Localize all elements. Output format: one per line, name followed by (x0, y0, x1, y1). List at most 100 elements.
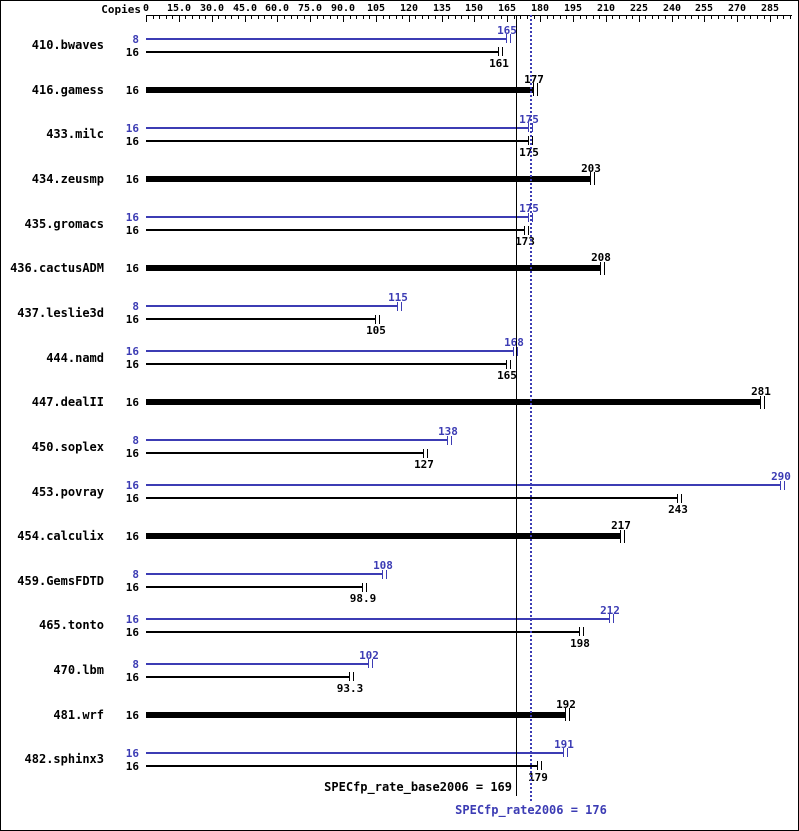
value-label: 198 (570, 637, 590, 650)
x-axis-minor-tick (383, 15, 384, 19)
x-axis-minor-tick (291, 15, 292, 19)
copies-label: 16 (125, 358, 139, 371)
x-axis-minor-tick (619, 15, 620, 19)
x-axis-minor-tick (514, 15, 515, 19)
result-bar (146, 586, 363, 588)
x-axis-line (146, 15, 792, 16)
benchmark-label: 450.soplex (31, 440, 104, 454)
x-axis-tick-label: 225 (629, 3, 649, 14)
bar-end-tick (563, 748, 564, 757)
x-axis-tick-label: 135 (432, 3, 452, 14)
bar-end-tick (362, 583, 363, 592)
x-axis-tick-label: 270 (727, 3, 747, 14)
x-axis-minor-tick (764, 15, 765, 19)
bar-end-tick (784, 481, 785, 490)
x-axis-minor-tick (435, 15, 436, 19)
result-bar (146, 533, 621, 539)
result-bar (146, 350, 514, 352)
bar-end-tick (510, 360, 511, 369)
copies-label: 8 (132, 658, 139, 671)
copies-label: 8 (132, 300, 139, 313)
benchmark-label: 435.gromacs (24, 217, 104, 231)
x-axis-major-tick (376, 15, 377, 22)
x-axis-tick-label: 0 (142, 3, 150, 14)
x-axis-minor-tick (159, 15, 160, 19)
x-axis-minor-tick (185, 15, 186, 19)
x-axis-minor-tick (455, 15, 456, 19)
bar-end-tick (372, 659, 373, 668)
bar-end-tick (533, 83, 534, 96)
x-axis-minor-tick (350, 15, 351, 19)
bar-end-tick (569, 708, 570, 721)
copies-label: 16 (125, 613, 139, 626)
copies-label: 16 (125, 84, 139, 97)
x-axis-tick-label: 90.0 (330, 3, 356, 14)
x-axis-minor-tick (790, 15, 791, 19)
bar-end-tick (590, 172, 591, 185)
x-axis-major-tick (409, 15, 410, 22)
bar-end-tick (583, 627, 584, 636)
x-axis-minor-tick (665, 15, 666, 19)
x-axis-minor-tick (744, 15, 745, 19)
x-axis-major-tick (245, 15, 246, 22)
x-axis-minor-tick (560, 15, 561, 19)
bar-end-tick (537, 83, 538, 96)
copies-label: 16 (125, 345, 139, 358)
bar-end-tick (541, 761, 542, 770)
benchmark-label: 437.leslie3d (17, 306, 104, 320)
x-axis-minor-tick (501, 15, 502, 19)
value-label: 217 (611, 519, 631, 532)
x-axis-major-tick (442, 15, 443, 22)
x-axis-minor-tick (626, 15, 627, 19)
bar-end-tick (624, 530, 625, 543)
x-axis-minor-tick (448, 15, 449, 19)
result-bar (146, 305, 398, 307)
bar-end-tick (506, 34, 507, 43)
x-axis-minor-tick (593, 15, 594, 19)
result-bar (146, 127, 529, 129)
x-axis-minor-tick (271, 15, 272, 19)
x-axis-minor-tick (218, 15, 219, 19)
result-bar (146, 631, 580, 633)
bar-end-tick (594, 172, 595, 185)
copies-label: 16 (125, 479, 139, 492)
bar-end-tick (375, 315, 376, 324)
value-label: 177 (524, 73, 544, 86)
bar-end-tick (368, 659, 369, 668)
result-bar (146, 265, 601, 271)
value-label: 127 (414, 458, 434, 471)
x-axis-tick-label: 165 (497, 3, 517, 14)
value-label: 175 (519, 202, 539, 215)
x-axis-minor-tick (389, 15, 390, 19)
bar-end-tick (579, 627, 580, 636)
bar-end-tick (423, 449, 424, 458)
x-axis-major-tick (310, 15, 311, 22)
value-label: 212 (600, 604, 620, 617)
value-label: 102 (359, 649, 379, 662)
base-metric-label: SPECfp_rate_base2006 = 169 (324, 780, 512, 794)
copies-label: 16 (125, 396, 139, 409)
bar-end-tick (681, 494, 682, 503)
copies-label: 16 (125, 709, 139, 722)
value-label: 161 (489, 57, 509, 70)
bar-end-tick (524, 226, 525, 235)
x-axis-tick-label: 30.0 (199, 3, 225, 14)
x-axis-minor-tick (698, 15, 699, 19)
x-axis-minor-tick (580, 15, 581, 19)
bar-end-tick (764, 396, 765, 409)
x-axis-major-tick (737, 15, 738, 22)
x-axis-major-tick (146, 15, 147, 22)
bar-end-tick (397, 302, 398, 311)
x-axis-minor-tick (238, 15, 239, 19)
bar-end-tick (498, 47, 499, 56)
benchmark-label: 470.lbm (53, 663, 104, 677)
x-axis-minor-tick (166, 15, 167, 19)
x-axis-minor-tick (337, 15, 338, 19)
copies-label: 16 (125, 122, 139, 135)
benchmark-label: 447.dealII (31, 395, 104, 409)
x-axis-minor-tick (199, 15, 200, 19)
result-bar (146, 51, 499, 53)
result-bar (146, 752, 564, 754)
copies-label: 16 (125, 135, 139, 148)
x-axis-minor-tick (284, 15, 285, 19)
